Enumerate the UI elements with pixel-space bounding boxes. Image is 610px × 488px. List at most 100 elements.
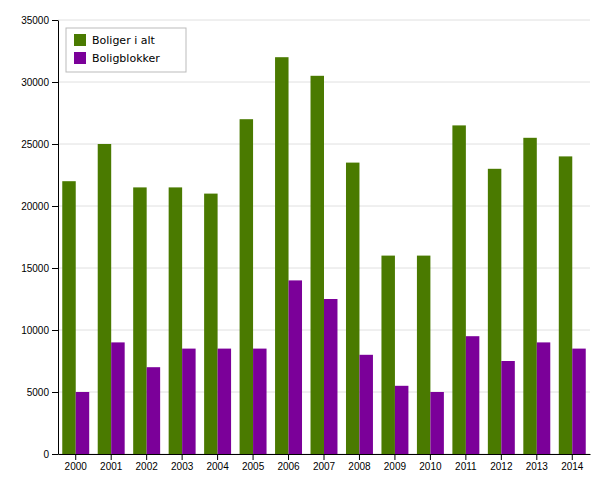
- tick-label: 10000: [21, 325, 49, 336]
- tick-label: 2008: [348, 461, 371, 472]
- tick-mark: [536, 454, 537, 460]
- bar: [147, 367, 160, 454]
- tick: 2004: [206, 454, 229, 472]
- bar: [204, 194, 217, 454]
- bar: [523, 138, 536, 454]
- tick: 2009: [384, 454, 407, 472]
- bar: [98, 144, 111, 454]
- tick: 35000: [21, 15, 58, 26]
- x-axis: 2000 2001 2002 2003 2004 2005 2006 2007 2008 2009…: [59, 454, 591, 472]
- tick-label: 2012: [490, 461, 513, 472]
- tick-mark: [465, 454, 466, 460]
- legend-label: Boliger i alt: [92, 34, 156, 47]
- tick-label: 2005: [242, 461, 265, 472]
- tick-mark: [501, 454, 502, 460]
- tick-label: 2004: [206, 461, 229, 472]
- tick-mark: [430, 454, 431, 460]
- tick-label: 2001: [100, 461, 123, 472]
- tick-mark: [217, 454, 218, 460]
- legend-box: [66, 28, 186, 72]
- tick-mark: [572, 454, 573, 460]
- axis-line: [58, 21, 59, 455]
- tick: 25000: [21, 139, 58, 150]
- tick: 20000: [21, 201, 58, 212]
- tick-label: 2007: [313, 461, 336, 472]
- tick-label: 5000: [27, 387, 50, 398]
- bar: [381, 256, 394, 454]
- y-axis: 0 5000 10000 15000 20000 25000 30000 35000: [21, 15, 58, 460]
- bar: [253, 349, 266, 454]
- tick: 2001: [100, 454, 123, 472]
- grid-line: [58, 20, 590, 21]
- tick: 2006: [277, 454, 300, 472]
- tick-label: 2009: [384, 461, 407, 472]
- tick-mark: [75, 454, 76, 460]
- plot: 2000 2001 2002 2003 2004 2005 2006 2007 2008 2009…: [21, 15, 590, 472]
- tick: 10000: [21, 325, 58, 336]
- bar: [501, 361, 514, 454]
- bar: [182, 349, 195, 454]
- bar: [289, 280, 302, 454]
- tick: 2000: [65, 454, 88, 472]
- legend: Boliger i alt Boligblokker: [66, 28, 186, 72]
- chart: 2000 2001 2002 2003 2004 2005 2006 2007 2008 2009…: [0, 0, 610, 488]
- tick-mark: [394, 454, 395, 460]
- tick: 2005: [242, 454, 265, 472]
- series: [62, 57, 572, 454]
- bar: [240, 119, 253, 454]
- tick-label: 2000: [65, 461, 88, 472]
- tick-label: 2014: [561, 461, 584, 472]
- tick-label: 30000: [21, 77, 49, 88]
- bar: [488, 169, 501, 454]
- bar: [169, 187, 182, 454]
- bar: [324, 299, 337, 454]
- tick-mark: [111, 454, 112, 460]
- grid: [58, 20, 590, 454]
- tick-mark: [52, 20, 58, 21]
- bar: [346, 163, 359, 454]
- bar: [111, 342, 124, 454]
- bar: [395, 386, 408, 454]
- tick: 30000: [21, 77, 58, 88]
- tick: 15000: [21, 263, 58, 274]
- tick-mark: [182, 454, 183, 460]
- tick: 2013: [526, 454, 549, 472]
- tick-mark: [324, 454, 325, 460]
- tick-mark: [52, 268, 58, 269]
- tick: 2012: [490, 454, 513, 472]
- tick-label: 25000: [21, 139, 49, 150]
- tick-mark: [359, 454, 360, 460]
- bars: [62, 57, 585, 454]
- legend-item: Boligblokker: [74, 52, 160, 65]
- bar: [559, 156, 572, 454]
- series: [76, 280, 586, 454]
- tick-label: 2013: [526, 461, 549, 472]
- bar: [275, 57, 288, 454]
- bar: [452, 125, 465, 454]
- bar: [62, 181, 75, 454]
- bar: [76, 392, 89, 454]
- tick-label: 2011: [455, 461, 477, 472]
- tick: 2002: [136, 454, 159, 472]
- tick-mark: [52, 144, 58, 145]
- bar: [133, 187, 146, 454]
- legend-item: Boliger i alt: [74, 34, 156, 47]
- tick-label: 35000: [21, 15, 49, 26]
- legend-swatch: [74, 34, 86, 46]
- tick-mark: [52, 330, 58, 331]
- tick: 2003: [171, 454, 194, 472]
- legend-swatch: [74, 52, 86, 64]
- tick-mark: [52, 206, 58, 207]
- tick-label: 0: [43, 449, 49, 460]
- tick-mark: [146, 454, 147, 460]
- bar: [417, 256, 430, 454]
- tick: 2014: [561, 454, 584, 472]
- tick: 2007: [313, 454, 336, 472]
- tick-label: 20000: [21, 201, 49, 212]
- bar: [572, 349, 585, 454]
- bar: [430, 392, 443, 454]
- tick: 2010: [419, 454, 442, 472]
- tick-mark: [52, 82, 58, 83]
- tick-mark: [52, 454, 58, 455]
- tick-label: 2003: [171, 461, 194, 472]
